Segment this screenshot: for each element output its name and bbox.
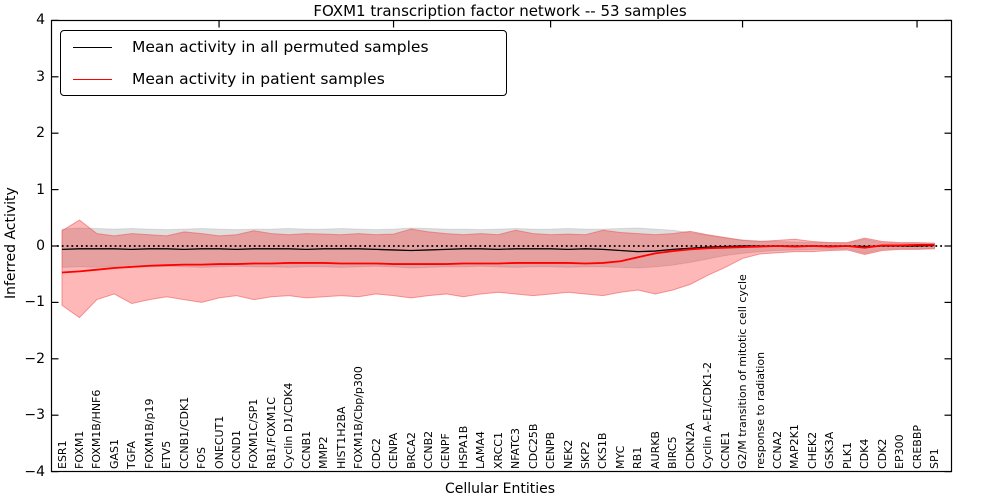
x-tick-label: CCND1: [230, 429, 243, 469]
legend-label-patient: Mean activity in patient samples: [132, 70, 385, 88]
x-tick-label: Cyclin D1/CDK4: [282, 382, 296, 469]
legend-item-permuted: Mean activity in all permuted samples: [61, 38, 506, 56]
x-tick-label: CDK2: [875, 438, 889, 469]
x-tick-label: CDKN2A: [683, 422, 697, 469]
x-tick-label: FOXM1C/SP1: [247, 398, 261, 469]
x-tick-label: HSPA1B: [456, 425, 470, 469]
legend: Mean activity in all permuted samples Me…: [60, 30, 507, 96]
legend-line-sample-black: [73, 46, 112, 48]
x-tick-label: FOS: [195, 447, 209, 469]
x-tick-label: GSK3A: [823, 431, 837, 469]
y-tick-label: 2: [36, 125, 45, 142]
patient-mean-line: [61, 243, 935, 274]
chart-title: FOXM1 transcription factor network -- 53…: [313, 2, 687, 20]
x-tick-label: CREBBP: [910, 425, 924, 469]
x-tick-label: CENPA: [387, 432, 401, 469]
y-axis-label: Inferred Activity: [3, 187, 19, 299]
x-tick-label: CCNB1/CDK1: [177, 396, 191, 469]
x-tick-label: CHEK2: [805, 431, 819, 469]
axis-ticks: [51, 19, 952, 473]
y-tick-label: 3: [36, 68, 45, 85]
legend-label-permuted: Mean activity in all permuted samples: [132, 38, 429, 56]
x-tick-label: ESR1: [55, 440, 69, 469]
x-tick-label: FOXM1B/Cbp/p300: [352, 366, 366, 469]
x-tick-label: CENPB: [544, 431, 558, 469]
legend-line-sample-red: [73, 78, 112, 80]
y-tick-label: −2: [24, 350, 45, 367]
x-tick-label: PLK1: [840, 442, 854, 469]
x-tick-label: LAMA4: [474, 431, 488, 469]
x-tick-label: MYC: [613, 445, 627, 469]
y-tick-label: −1: [24, 294, 45, 311]
x-tick-label: ONECUT1: [212, 415, 226, 469]
x-tick-label: NEK2: [561, 439, 575, 469]
x-tick-label: TGFA: [125, 440, 139, 469]
x-axis-label: Cellular Entities: [444, 481, 556, 497]
legend-item-patient: Mean activity in patient samples: [61, 70, 506, 88]
x-tick-label: HIST1H2BA: [334, 406, 348, 469]
x-tick-label: G2/M transition of mitotic cell cycle: [736, 274, 750, 469]
x-tick-label: RB1/FOXM1C: [264, 397, 278, 469]
x-tick-label: CKS1B: [596, 432, 610, 469]
x-tick-label: CCNB1: [299, 430, 313, 469]
x-tick-label: MAP2K1: [788, 424, 802, 469]
x-tick-label: CDC2: [369, 438, 383, 469]
x-tick-label: CDK4: [858, 438, 872, 469]
x-tick-label: Cyclin A-E1/CDK1-2: [701, 361, 715, 469]
x-tick-label: FOXM1B/p19: [142, 398, 156, 469]
y-tick-label: −4: [24, 463, 45, 480]
x-tick-label: CDC25B: [526, 423, 540, 469]
x-tick-label: AURKB: [648, 431, 662, 469]
y-tick-label: 1: [36, 181, 45, 198]
x-tick-label: CCNA2: [770, 430, 784, 469]
x-tick-label: FOXM1B/HNF6: [90, 389, 104, 469]
x-tick-label: EP300: [893, 434, 907, 469]
x-tick-label: ETV5: [160, 440, 174, 469]
x-tick-label: MMP2: [317, 436, 331, 469]
x-tick-label: XRCC1: [491, 432, 505, 469]
x-tick-label: BRCA2: [404, 432, 418, 469]
x-tick-label: GAS1: [107, 438, 121, 469]
y-tick-label: 4: [36, 12, 45, 29]
x-tick-label: FOXM1: [72, 430, 86, 469]
y-tick-label: 0: [36, 238, 45, 254]
x-tick-label: NFATC3: [509, 428, 523, 469]
x-tick-label: BIRC5: [666, 436, 680, 469]
y-tick-label: −3: [24, 407, 45, 424]
patient-std-band: [61, 219, 935, 319]
x-tick-label: SP1: [928, 448, 941, 469]
x-tick-label: CENPF: [439, 433, 453, 469]
x-tick-label: SKP2: [579, 441, 592, 469]
x-tick-label: response to radiation: [753, 351, 767, 469]
x-tick-label: RB1: [631, 446, 645, 469]
x-tick-label: CCNB2: [421, 430, 435, 469]
x-tick-label: CCNE1: [718, 431, 732, 469]
